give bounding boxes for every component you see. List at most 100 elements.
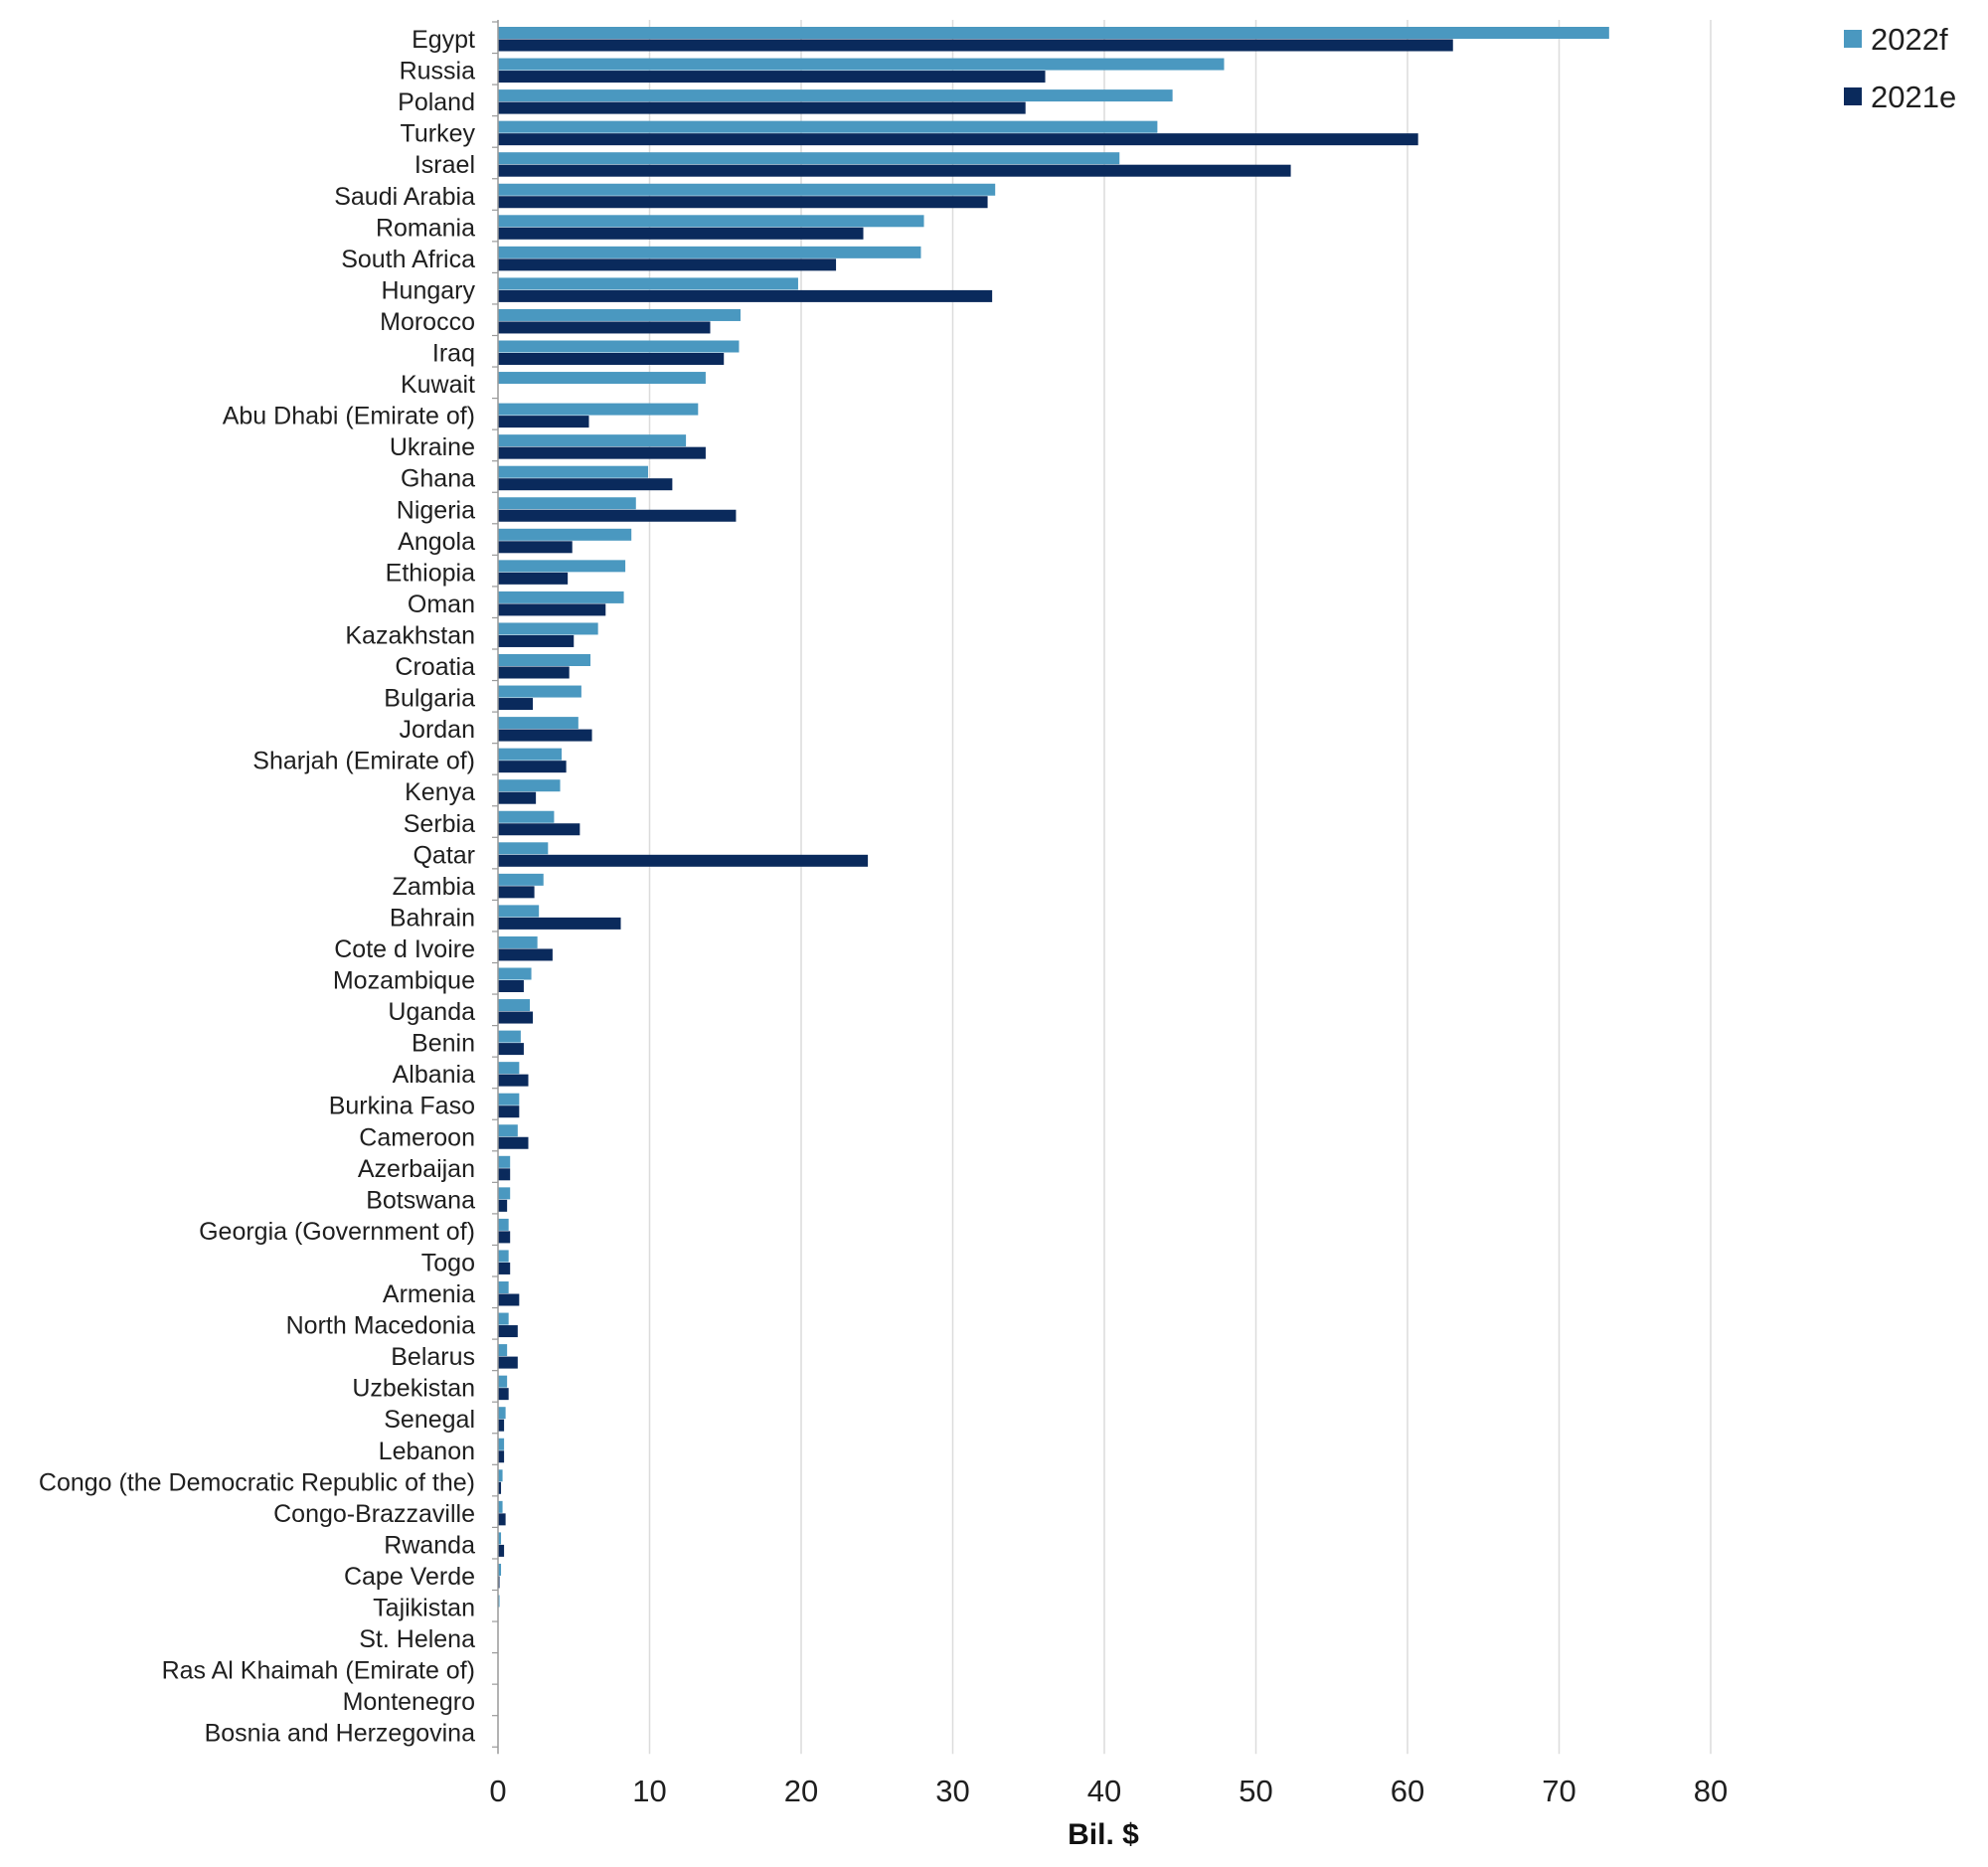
bar-2021e-37 [498, 1199, 508, 1212]
bar-2022f-38 [498, 1218, 509, 1231]
category-label: Albania [393, 1061, 475, 1089]
axes [492, 20, 499, 1755]
bar-2022f-33 [498, 1062, 520, 1075]
bar-2021e-12 [498, 416, 589, 428]
category-label: Cameroon [359, 1123, 475, 1151]
category-label: Kuwait [401, 371, 475, 399]
bar-2021e-5 [498, 196, 988, 209]
bar-2021e-6 [498, 227, 864, 240]
category-label: Kazakhstan [345, 621, 475, 649]
x-tick-label: 70 [1542, 1774, 1575, 1808]
bar-2021e-20 [498, 666, 570, 679]
bar-2021e-2 [498, 101, 1026, 114]
category-label: Congo (the Democratic Republic of the) [39, 1468, 475, 1496]
bar-2021e-22 [498, 729, 592, 742]
bar-2021e-27 [498, 886, 535, 899]
bar-2022f-0 [498, 27, 1609, 39]
bar-2022f-20 [498, 654, 591, 666]
category-label: Saudi Arabia [334, 183, 475, 211]
bar-2021e-16 [498, 541, 573, 554]
category-label: Croatia [395, 653, 475, 681]
category-label: Abu Dhabi (Emirate of) [223, 403, 475, 430]
bar-2021e-13 [498, 446, 706, 459]
bar-2022f-39 [498, 1250, 509, 1263]
bar-2022f-16 [498, 528, 632, 541]
x-tick-label: 0 [489, 1774, 506, 1808]
bar-2021e-18 [498, 603, 606, 616]
bar-2021e-36 [498, 1168, 511, 1181]
bar-2022f-34 [498, 1093, 520, 1105]
bar-2021e-33 [498, 1074, 529, 1087]
bar-2022f-17 [498, 560, 626, 573]
bar-2022f-43 [498, 1375, 508, 1388]
category-label: Ukraine [390, 433, 475, 461]
bar-2022f-12 [498, 403, 699, 416]
bar-2022f-44 [498, 1407, 506, 1420]
category-label: Azerbaijan [358, 1155, 475, 1183]
category-label: Qatar [413, 841, 475, 869]
category-label: Bulgaria [384, 685, 475, 713]
bar-2021e-46 [498, 1481, 502, 1494]
bar-2022f-11 [498, 372, 706, 385]
category-label: Ethiopia [386, 559, 475, 587]
category-label: Russia [400, 58, 476, 85]
bar-2022f-24 [498, 779, 561, 792]
bar-2022f-42 [498, 1344, 508, 1357]
legend-swatch-2021e [1844, 87, 1862, 105]
bar-2022f-15 [498, 497, 636, 510]
bar-2021e-49 [498, 1576, 500, 1589]
category-label: Israel [414, 151, 475, 179]
bar-2021e-9 [498, 321, 711, 334]
bar-2021e-29 [498, 948, 553, 961]
category-label: Tajikistan [373, 1595, 475, 1622]
legend-label-2022f: 2022f [1871, 22, 1948, 57]
bar-2021e-19 [498, 634, 575, 647]
x-tick-label: 10 [632, 1774, 666, 1808]
category-label: Cape Verde [344, 1563, 475, 1591]
bar-2022f-46 [498, 1469, 503, 1482]
bar-2021e-40 [498, 1293, 520, 1306]
category-label: Lebanon [379, 1438, 475, 1465]
category-label: Bahrain [390, 904, 475, 932]
x-axis-title: Bil. $ [1068, 1818, 1139, 1851]
category-label: Armenia [383, 1280, 475, 1308]
bar-2022f-29 [498, 935, 538, 948]
bar-2022f-10 [498, 340, 740, 353]
bar-2021e-43 [498, 1388, 509, 1401]
category-label: Uzbekistan [352, 1375, 475, 1403]
x-tick-label: 50 [1239, 1774, 1272, 1808]
x-tick-label: 20 [784, 1774, 818, 1808]
bar-2021e-34 [498, 1105, 520, 1118]
bar-2021e-30 [498, 980, 524, 992]
category-label: Ras Al Khaimah (Emirate of) [162, 1657, 475, 1685]
category-label: South Africa [341, 246, 475, 273]
bar-2022f-1 [498, 58, 1225, 71]
bar-2021e-0 [498, 39, 1453, 52]
category-label: Georgia (Government of) [199, 1218, 475, 1246]
bar-2021e-41 [498, 1325, 518, 1338]
category-label: North Macedonia [286, 1312, 475, 1340]
category-label: Senegal [384, 1406, 475, 1434]
bar-2021e-7 [498, 258, 837, 271]
category-label: Nigeria [397, 496, 475, 524]
category-label: Rwanda [384, 1531, 475, 1559]
category-label: Togo [421, 1249, 475, 1276]
bar-2022f-5 [498, 183, 996, 196]
bar-2022f-9 [498, 308, 741, 321]
category-label: Cote d Ivoire [334, 935, 475, 963]
category-label: Uganda [388, 998, 475, 1026]
bar-2021e-10 [498, 353, 725, 365]
bar-2021e-45 [498, 1450, 505, 1463]
bar-2022f-25 [498, 810, 555, 823]
bar-2021e-26 [498, 854, 869, 867]
x-tick-label: 40 [1087, 1774, 1121, 1808]
category-label: Kenya [405, 778, 475, 806]
bar-2022f-36 [498, 1155, 511, 1168]
category-label: Mozambique [333, 967, 475, 995]
bar-2021e-48 [498, 1544, 505, 1557]
bar-2021e-25 [498, 823, 580, 836]
category-label: Hungary [382, 276, 476, 304]
bars [498, 27, 1609, 1608]
bar-2021e-15 [498, 509, 737, 522]
